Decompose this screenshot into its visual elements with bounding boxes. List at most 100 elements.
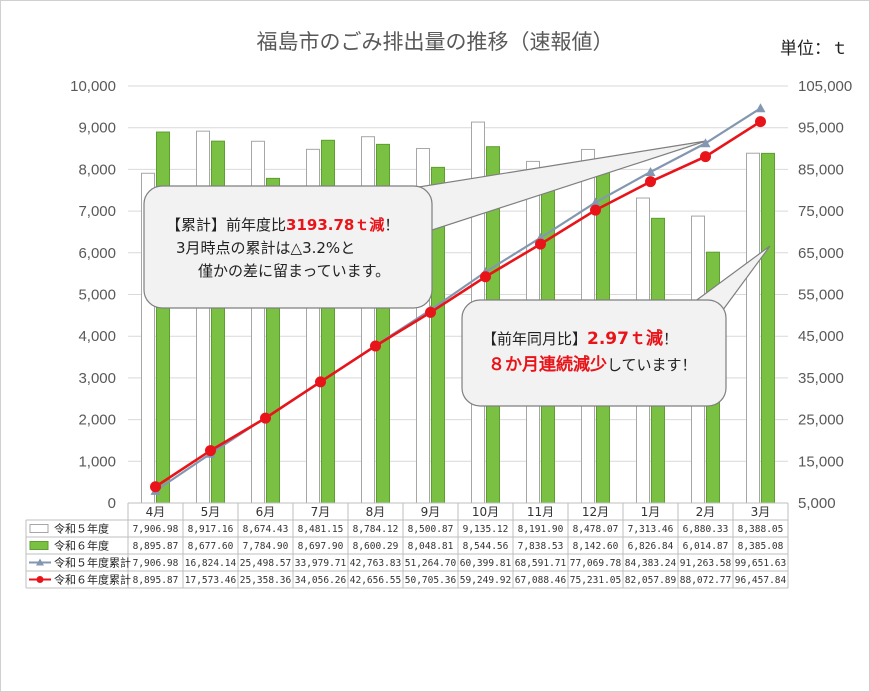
y-right-tick-label: 75,000 <box>798 203 844 220</box>
y-left-tick-label: 10,000 <box>70 78 116 95</box>
table-cell: 67,088.46 <box>515 575 567 586</box>
marker-r6-cumulative <box>590 204 601 216</box>
callout-monthly-line2: ８か月連続減少しています！ <box>482 352 697 378</box>
marker-r6-cumulative <box>205 445 216 457</box>
table-cell: 8,697.90 <box>298 541 344 552</box>
table-cell: 96,457.84 <box>735 575 787 586</box>
marker-r6-cumulative <box>645 176 656 188</box>
x-tick-label: 5月 <box>201 505 221 519</box>
table-cell: 75,231.05 <box>570 575 621 586</box>
callout-monthly-suffix2: しています！ <box>607 356 697 374</box>
x-tick-label: 6月 <box>256 505 276 519</box>
table-cell: 50,705.36 <box>405 575 457 586</box>
table-cell: 6,880.33 <box>683 524 729 535</box>
y-right-tick-label: 5,000 <box>798 495 836 512</box>
table-cell: 8,481.15 <box>298 524 344 535</box>
table-row-label: 令和６年度 <box>54 539 109 553</box>
callout-monthly-suffix: ！ <box>662 330 678 348</box>
table-cell: 91,263.58 <box>680 558 732 569</box>
table-cell: 42,656.55 <box>350 575 401 586</box>
table-row-label: 令和６年度累計 <box>54 573 131 587</box>
table-cell: 8,674.43 <box>243 524 289 535</box>
table-row-label: 令和５年度 <box>54 522 109 536</box>
x-tick-label: 2月 <box>696 505 716 519</box>
legend-key-marker <box>36 576 44 583</box>
table-cell: 33,979.71 <box>295 558 347 569</box>
table-cell: 25,358.36 <box>240 575 292 586</box>
table-cell: 8,142.60 <box>573 541 619 552</box>
marker-r6-cumulative <box>535 238 546 250</box>
legend-key-bar <box>29 524 49 533</box>
table-cell: 60,399.81 <box>460 558 512 569</box>
table-cell: 17,573.46 <box>185 575 237 586</box>
table-cell: 59,249.92 <box>460 575 511 586</box>
table-cell: 8,677.60 <box>188 541 234 552</box>
y-left-tick-label: 8,000 <box>78 161 116 178</box>
table-cell: 25,498.57 <box>240 558 291 569</box>
marker-r6-cumulative <box>370 340 381 352</box>
callout-cumulative-box <box>143 185 433 309</box>
callout-monthly-prefix: 【前年同月比】 <box>482 330 588 348</box>
marker-r6-cumulative <box>150 481 161 493</box>
table-cell: 16,824.14 <box>185 558 237 569</box>
table-cell: 8,388.05 <box>738 524 784 535</box>
table-cell: 42,763.83 <box>350 558 401 569</box>
bar-r5 <box>746 152 760 504</box>
table-cell: 7,838.53 <box>518 541 564 552</box>
marker-r5-cumulative <box>590 197 601 207</box>
table-cell: 7,906.98 <box>133 524 179 535</box>
table-cell: 6,826.84 <box>628 541 674 552</box>
x-tick-label: 4月 <box>146 505 166 519</box>
y-right-tick-label: 35,000 <box>798 370 844 387</box>
x-tick-label: 9月 <box>421 505 441 519</box>
y-left-tick-label: 2,000 <box>78 412 116 429</box>
y-left-tick-label: 5,000 <box>78 287 116 304</box>
table-cell: 8,895.87 <box>133 575 179 586</box>
table-cell: 8,478.07 <box>573 524 619 535</box>
marker-r5-cumulative <box>755 103 766 113</box>
callout-cumulative-suffix: ！ <box>384 216 400 234</box>
callout-monthly: 【前年同月比】2.97ｔ減！ ８か月連続減少しています！ <box>482 326 697 378</box>
marker-r6-cumulative <box>480 271 491 283</box>
x-tick-label: 3月 <box>751 505 771 519</box>
y-right-tick-label: 85,000 <box>798 161 844 178</box>
callout-monthly-line1: 【前年同月比】2.97ｔ減！ <box>482 326 697 352</box>
y-right-tick-label: 25,000 <box>798 412 844 429</box>
callout-monthly-box <box>461 299 727 407</box>
table-cell: 8,191.90 <box>518 524 564 535</box>
table-cell: 7,784.90 <box>243 541 289 552</box>
table-cell: 77,069.78 <box>570 558 622 569</box>
y-left-tick-label: 1,000 <box>78 453 116 470</box>
x-tick-label: 12月 <box>582 505 609 519</box>
table-cell: 99,651.63 <box>735 558 786 569</box>
y-right-tick-label: 45,000 <box>798 328 844 345</box>
marker-r6-cumulative <box>315 376 326 388</box>
x-tick-label: 1月 <box>641 505 661 519</box>
callout-cumulative-line2: 3月時点の累計は△3.2%と <box>176 239 356 257</box>
y-right-tick-label: 95,000 <box>798 120 844 137</box>
unit-label: 単位：ｔ <box>780 39 848 59</box>
x-tick-label: 11月 <box>527 505 554 519</box>
table-cell: 8,385.08 <box>738 541 784 552</box>
y-left-tick-label: 0 <box>108 495 116 512</box>
table-cell: 82,057.89 <box>625 575 677 586</box>
marker-r6-cumulative <box>260 412 271 424</box>
y-left-tick-label: 6,000 <box>78 245 116 262</box>
x-tick-label: 10月 <box>472 505 499 519</box>
y-right-tick-label: 65,000 <box>798 245 844 262</box>
table-cell: 7,313.46 <box>628 524 674 535</box>
legend-key-bar <box>29 541 49 550</box>
x-tick-label: 8月 <box>366 505 386 519</box>
callout-cumulative: 【累計】前年度比3193.78ｔ減！ 3月時点の累計は△3.2%と 僅かの差に留… <box>166 214 399 283</box>
y-left-tick-label: 7,000 <box>78 203 116 220</box>
table-cell: 6,014.87 <box>683 541 729 552</box>
y-left-tick-label: 3,000 <box>78 370 116 387</box>
y-left-tick-label: 9,000 <box>78 120 116 137</box>
chart-title: 福島市のごみ排出量の推移（速報値） <box>256 30 614 54</box>
x-tick-label: 7月 <box>311 505 331 519</box>
table-cell: 8,500.87 <box>408 524 454 535</box>
table-cell: 8,784.12 <box>353 524 399 535</box>
table-cell: 8,600.29 <box>353 541 399 552</box>
